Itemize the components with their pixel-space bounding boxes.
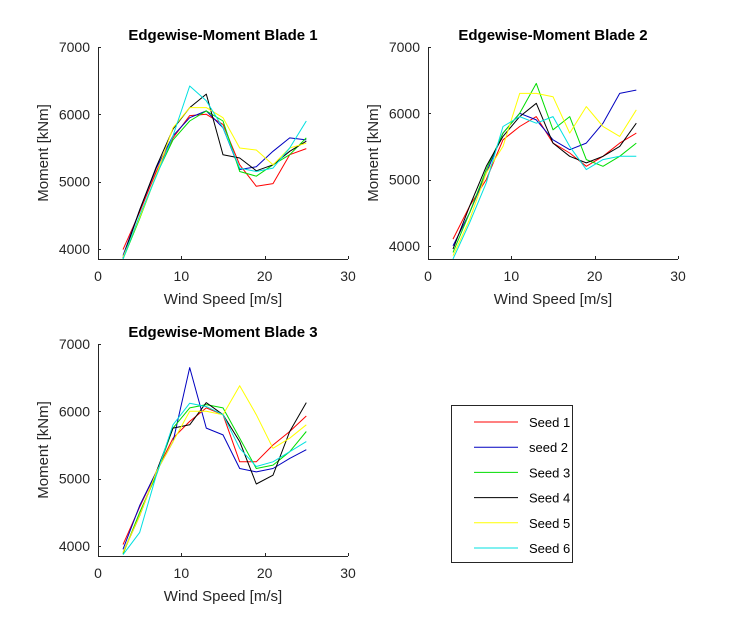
y-tick-label: 5000 xyxy=(59,174,90,190)
legend-label: Seed 5 xyxy=(529,516,570,531)
legend-box xyxy=(451,405,573,563)
legend-label: Seed 3 xyxy=(529,465,570,480)
legend-entry-seed-5: Seed 5 xyxy=(474,516,570,531)
legend-label: Seed 1 xyxy=(529,415,570,430)
legend-label: seed 2 xyxy=(529,440,568,455)
y-axis-label: Moment [kNm] xyxy=(35,401,52,499)
x-tick-label: 30 xyxy=(340,565,356,581)
y-tick-label: 7000 xyxy=(59,336,90,352)
y-tick-label: 6000 xyxy=(59,106,90,122)
x-tick-label: 0 xyxy=(94,565,102,581)
x-axis-label: Wind Speed [m/s] xyxy=(494,291,612,308)
x-tick-label: 20 xyxy=(257,565,273,581)
x-tick-label: 10 xyxy=(504,268,520,284)
legend-entry-seed-6: Seed 6 xyxy=(474,541,570,556)
chart-panel-2: 0 10 20 30 4000 5000 6000 7000 Edgewise-Moment B… xyxy=(365,27,686,308)
chart-panel-1: 0 10 20 30 4000 5000 6000 7000 Edgewise-Moment B… xyxy=(35,27,356,308)
series-group xyxy=(122,367,307,555)
legend-label: Seed 6 xyxy=(529,541,570,556)
legend-entry-seed-3: Seed 3 xyxy=(474,465,570,480)
x-tick-label: 0 xyxy=(424,268,432,284)
series-line-seed-5 xyxy=(452,92,637,256)
chart-title: Edgewise-Moment Blade 3 xyxy=(128,324,317,341)
chart-panel-3: 0 10 20 30 4000 5000 6000 7000 Edgewise-Moment B… xyxy=(35,324,356,605)
x-axis-label: Wind Speed [m/s] xyxy=(164,588,282,605)
y-axis-label: Moment [kNm] xyxy=(35,104,52,202)
y-tick-label: 5000 xyxy=(389,172,420,188)
legend-entry-seed-1: Seed 1 xyxy=(474,415,570,430)
series-line-seed-6 xyxy=(452,116,637,259)
x-tick-label: 0 xyxy=(94,268,102,284)
x-axis-label: Wind Speed [m/s] xyxy=(164,291,282,308)
series-line-seed-6 xyxy=(122,85,307,259)
legend-entry-seed-4: Seed 4 xyxy=(474,491,570,506)
y-axis-label: Moment [kNm] xyxy=(365,104,382,202)
x-tick-label: 20 xyxy=(587,268,603,284)
y-tick-label: 4000 xyxy=(59,241,90,257)
x-tick-label: 30 xyxy=(340,268,356,284)
series-line-seed-4 xyxy=(452,102,637,250)
y-tick-label: 7000 xyxy=(59,39,90,55)
y-tick-label: 6000 xyxy=(59,403,90,419)
y-tick-label: 4000 xyxy=(389,238,420,254)
x-tick-label: 10 xyxy=(174,268,190,284)
x-tick-label: 30 xyxy=(670,268,686,284)
series-line-seed-3 xyxy=(122,404,307,555)
x-tick-label: 10 xyxy=(174,565,190,581)
y-tick-label: 5000 xyxy=(59,471,90,487)
series-line-seed-3 xyxy=(452,82,637,253)
chart-title: Edgewise-Moment Blade 1 xyxy=(128,27,317,44)
x-tick-label: 20 xyxy=(257,268,273,284)
y-tick-label: 6000 xyxy=(389,105,420,121)
chart-panels: 0 10 20 30 4000 5000 6000 7000 Edgewise-Moment B… xyxy=(35,27,686,605)
series-group xyxy=(122,85,307,259)
chart-title: Edgewise-Moment Blade 2 xyxy=(458,27,647,44)
legend: Seed 1 seed 2 Seed 3 Seed 4 Seed 5 Seed 6 xyxy=(451,405,573,563)
series-group xyxy=(452,82,637,259)
legend-entry-seed-2: seed 2 xyxy=(474,440,568,455)
series-line-seed-5 xyxy=(122,385,307,553)
y-tick-label: 4000 xyxy=(59,538,90,554)
legend-label: Seed 4 xyxy=(529,491,570,506)
y-tick-label: 7000 xyxy=(389,39,420,55)
series-line-seed-6 xyxy=(122,402,307,555)
